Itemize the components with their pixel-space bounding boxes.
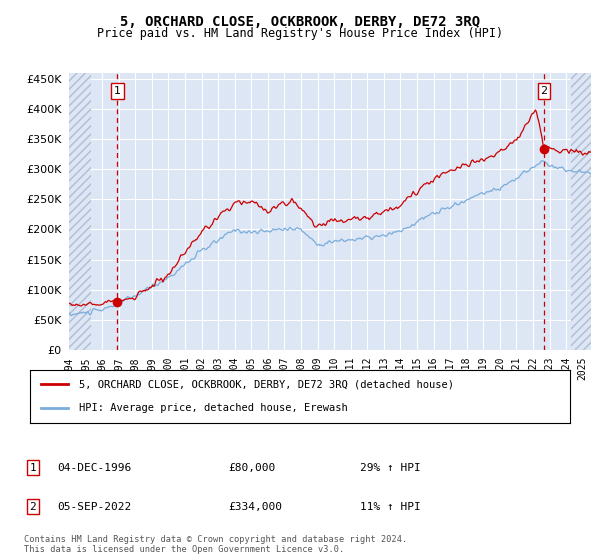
Text: 1: 1 xyxy=(29,463,37,473)
Text: 11% ↑ HPI: 11% ↑ HPI xyxy=(360,502,421,512)
Text: Contains HM Land Registry data © Crown copyright and database right 2024.
This d: Contains HM Land Registry data © Crown c… xyxy=(24,535,407,554)
Text: Price paid vs. HM Land Registry's House Price Index (HPI): Price paid vs. HM Land Registry's House … xyxy=(97,27,503,40)
Text: 2: 2 xyxy=(541,86,548,96)
Text: £334,000: £334,000 xyxy=(228,502,282,512)
Text: 2: 2 xyxy=(29,502,37,512)
Bar xyxy=(571,73,591,350)
Text: 5, ORCHARD CLOSE, OCKBROOK, DERBY, DE72 3RQ (detached house): 5, ORCHARD CLOSE, OCKBROOK, DERBY, DE72 … xyxy=(79,380,454,390)
Text: 5, ORCHARD CLOSE, OCKBROOK, DERBY, DE72 3RQ: 5, ORCHARD CLOSE, OCKBROOK, DERBY, DE72 … xyxy=(120,15,480,29)
Text: 29% ↑ HPI: 29% ↑ HPI xyxy=(360,463,421,473)
Text: 05-SEP-2022: 05-SEP-2022 xyxy=(57,502,131,512)
Bar xyxy=(69,73,91,350)
Text: £80,000: £80,000 xyxy=(228,463,275,473)
Text: 1: 1 xyxy=(114,86,121,96)
Text: HPI: Average price, detached house, Erewash: HPI: Average price, detached house, Erew… xyxy=(79,403,347,413)
Text: 04-DEC-1996: 04-DEC-1996 xyxy=(57,463,131,473)
